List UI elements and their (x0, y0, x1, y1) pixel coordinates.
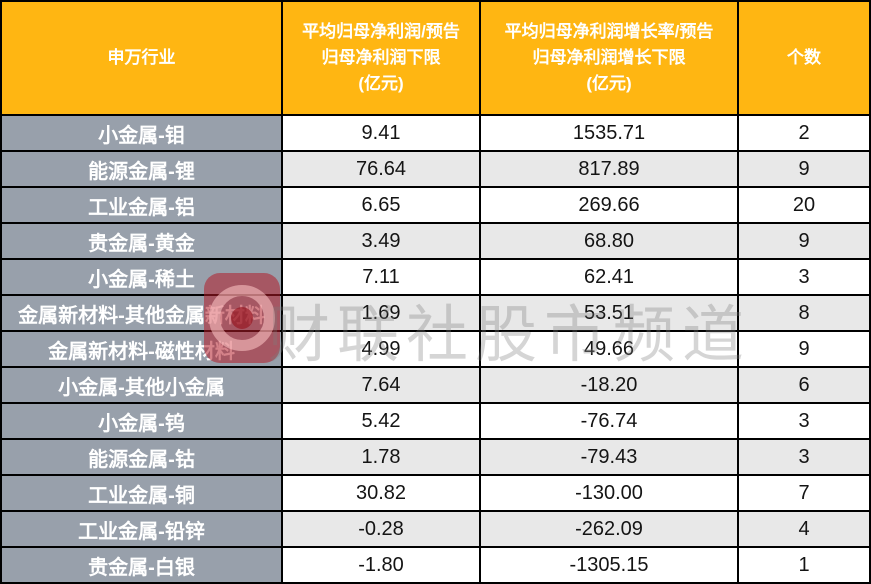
column-header-industry: 申万行业 (2, 2, 281, 114)
growth-cell: 53.51 (481, 296, 737, 330)
count-cell: 2 (739, 116, 869, 150)
industry-cell: 小金属-钨 (2, 404, 281, 438)
industry-cell: 能源金属-锂 (2, 152, 281, 186)
profit-cell: 1.78 (283, 440, 479, 474)
profit-cell: 3.49 (283, 224, 479, 258)
profit-cell: 6.65 (283, 188, 479, 222)
growth-cell: 49.66 (481, 332, 737, 366)
count-cell: 9 (739, 152, 869, 186)
profit-cell: 30.82 (283, 476, 479, 510)
industry-cell: 贵金属-黄金 (2, 224, 281, 258)
industry-cell: 能源金属-钴 (2, 440, 281, 474)
column-header-profit: 平均归母净利润/预告 归母净利润下限 (亿元) (283, 2, 479, 114)
industry-cell: 金属新材料-磁性材料 (2, 332, 281, 366)
growth-cell: 1535.71 (481, 116, 737, 150)
profit-cell: -0.28 (283, 512, 479, 546)
growth-cell: 62.41 (481, 260, 737, 294)
growth-cell: 817.89 (481, 152, 737, 186)
industry-cell: 小金属-稀土 (2, 260, 281, 294)
industry-cell: 工业金属-铅锌 (2, 512, 281, 546)
growth-cell: -130.00 (481, 476, 737, 510)
industry-cell: 小金属-钼 (2, 116, 281, 150)
profit-cell: 9.41 (283, 116, 479, 150)
growth-cell: -79.43 (481, 440, 737, 474)
profit-cell: 1.69 (283, 296, 479, 330)
column-header-count: 个数 (739, 2, 869, 114)
profit-cell: 5.42 (283, 404, 479, 438)
industry-cell: 工业金属-铝 (2, 188, 281, 222)
count-cell: 6 (739, 368, 869, 402)
profit-cell: 7.11 (283, 260, 479, 294)
count-cell: 3 (739, 440, 869, 474)
profit-cell: 7.64 (283, 368, 479, 402)
count-cell: 9 (739, 332, 869, 366)
industry-cell: 小金属-其他小金属 (2, 368, 281, 402)
growth-cell: 269.66 (481, 188, 737, 222)
count-cell: 7 (739, 476, 869, 510)
count-cell: 3 (739, 404, 869, 438)
count-cell: 8 (739, 296, 869, 330)
growth-cell: 68.80 (481, 224, 737, 258)
column-header-growth: 平均归母净利润增长率/预告 归母净利润增长下限 (亿元) (481, 2, 737, 114)
industry-cell: 金属新材料-其他金属新材料 (2, 296, 281, 330)
industry-cell: 贵金属-白银 (2, 548, 281, 582)
count-cell: 1 (739, 548, 869, 582)
growth-cell: -262.09 (481, 512, 737, 546)
growth-cell: -1305.15 (481, 548, 737, 582)
profit-cell: 76.64 (283, 152, 479, 186)
count-cell: 20 (739, 188, 869, 222)
count-cell: 9 (739, 224, 869, 258)
profit-cell: -1.80 (283, 548, 479, 582)
growth-cell: -18.20 (481, 368, 737, 402)
industry-cell: 工业金属-铜 (2, 476, 281, 510)
count-cell: 3 (739, 260, 869, 294)
profit-cell: 4.99 (283, 332, 479, 366)
count-cell: 4 (739, 512, 869, 546)
growth-cell: -76.74 (481, 404, 737, 438)
